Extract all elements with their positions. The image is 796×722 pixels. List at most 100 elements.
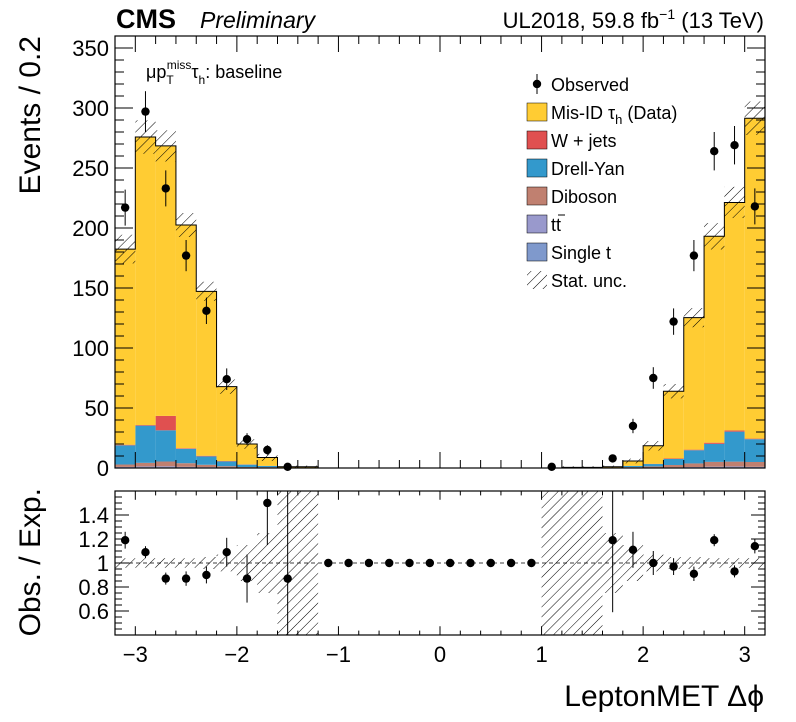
x-tick-label: −2 [224,642,249,667]
bar-wjets-27 [663,458,684,459]
y-axis-title: Events / 0.2 [14,36,47,194]
y-tick-label: 50 [85,396,109,421]
observed-point-4 [202,306,211,315]
ratio-point-16 [466,558,475,568]
legend-observed-marker [532,79,542,89]
bar-diboson-2 [155,461,176,467]
bar-dy-27 [663,459,684,465]
ratio-point-23 [669,562,678,571]
legend-swatch-diboson [526,186,548,206]
legend-swatch-ttbar [526,214,548,234]
y-tick-label: 200 [72,216,109,241]
ratio-y-tick-label: 1.2 [78,527,109,552]
bar-diboson-29 [704,461,725,467]
bar-ttbar-30 [724,466,745,468]
bar-ttbar-0 [115,466,136,468]
ratio-point-5 [222,548,231,557]
bar-diboson-27 [663,465,684,468]
ratio-point-13 [405,558,414,568]
bar-ttbar-31 [744,466,765,468]
ratio-point-26 [730,567,739,576]
ratio-point-4 [202,570,211,580]
stat-unc-band-9 [297,465,319,468]
bar-dy-2 [155,430,176,462]
stat-unc-band-7 [257,453,278,462]
bar-dy-30 [724,431,745,462]
bar-diboson-1 [135,462,156,467]
bar-diboson-0 [115,464,136,467]
ratio-y-tick-label: 0.8 [78,575,109,600]
legend-label-stat-unc: Stat. unc. [551,271,627,291]
ratio-point-25 [710,536,719,545]
ratio-point-9 [324,558,333,568]
legend-label-singlet: Single t [551,243,611,263]
legend-label-diboson: Diboson [551,187,617,207]
bar-dy-29 [704,443,725,462]
legend-swatch-singlet [526,242,548,262]
category-label: μpTmissτh: baseline [146,58,282,87]
bar-dy-7 [257,465,278,468]
bar-wjets-28 [683,449,705,451]
bar-ttbar-1 [135,466,156,468]
observed-point-8 [283,462,292,471]
preliminary-label: Preliminary [200,7,317,33]
observed-point-0 [120,203,130,212]
ratio-point-11 [364,558,374,568]
ratio-unc-band-28 [683,557,705,569]
ratio-point-27 [750,542,760,551]
bar-ttbar-29 [704,466,725,468]
bar-misid-5 [216,386,237,462]
bar-misid-0 [115,249,136,445]
ratio-point-12 [385,558,394,568]
legend-label-misid: Mis-ID τh (Data) [551,103,677,127]
bar-wjets-30 [724,430,745,432]
observed-point-13 [669,317,678,326]
bar-wjets-31 [744,438,765,440]
ratio-point-8 [283,574,292,583]
bar-dy-5 [216,461,237,467]
y-tick-label: 150 [72,276,109,301]
bar-ttbar-28 [683,467,705,468]
ratio-y-tick-label: 1 [97,551,109,576]
x-tick-label: 2 [637,642,649,667]
ratio-plot-area: −3 −2 −1 0 1 2 30.60.811.21.4 [78,490,766,667]
ratio-point-1 [141,548,150,557]
legend-swatch-wjets [526,130,548,150]
bar-dy-1 [135,425,156,463]
stat-unc-band-26 [643,441,664,451]
bar-wjets-1 [135,425,156,426]
ratio-point-0 [120,536,130,545]
bar-dy-28 [683,450,705,464]
ratio-point-7 [263,498,272,508]
legend-swatch-misid [526,102,548,122]
stat-unc-band-1 [135,120,156,154]
legend-label-wjets: W + jets [551,131,617,151]
ratio-y-axis-title: Obs. / Exp. [14,488,47,636]
stat-unc-band-0 [115,234,136,264]
bar-ttbar-3 [175,466,197,468]
stat-unc-band-2 [155,130,176,162]
bar-wjets-0 [115,444,136,446]
stat-unc-band-4 [196,281,217,301]
observed-point-11 [628,421,638,431]
legend-label-ttbar: tt [551,215,561,235]
ratio-point-19 [527,558,536,568]
y-tick-label: 0 [97,456,109,481]
y-tick-label: 350 [72,36,109,61]
ratio-unc-band-29 [704,558,725,568]
ratio-point-24 [689,569,699,578]
ratio-point-10 [344,558,353,568]
stat-unc-band-29 [704,223,725,250]
main-plot-area: 0 50 100 150 200 250 300 350 [72,35,766,481]
bar-misid-3 [175,225,197,449]
stat-unc-band-30 [724,186,745,219]
bar-diboson-3 [175,463,197,467]
bar-wjets-4 [196,455,217,457]
ratio-y-tick-label: 1.4 [78,503,109,528]
ratio-point-6 [242,574,252,583]
x-axis-title: LeptonMET Δϕ [564,680,764,713]
observed-point-15 [710,147,719,156]
observed-point-7 [263,445,272,455]
bar-dy-3 [175,448,197,464]
